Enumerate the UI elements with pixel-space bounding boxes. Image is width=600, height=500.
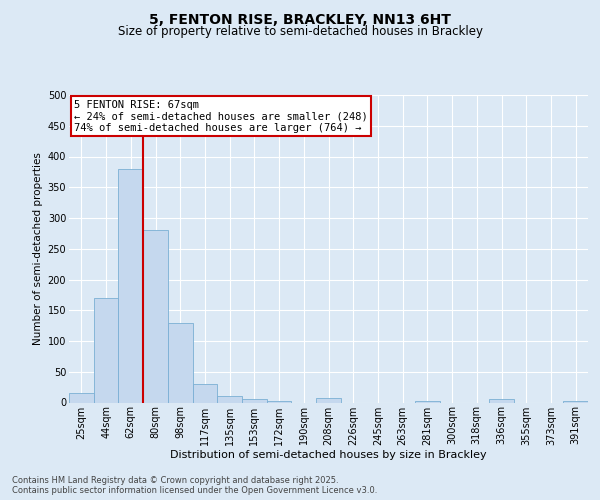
Y-axis label: Number of semi-detached properties: Number of semi-detached properties — [34, 152, 43, 345]
Bar — [217, 396, 242, 402]
Bar — [118, 169, 143, 402]
Text: Contains HM Land Registry data © Crown copyright and database right 2025.
Contai: Contains HM Land Registry data © Crown c… — [12, 476, 377, 495]
Bar — [94, 298, 118, 403]
Bar — [489, 400, 514, 402]
Bar — [193, 384, 217, 402]
Text: 5, FENTON RISE, BRACKLEY, NN13 6HT: 5, FENTON RISE, BRACKLEY, NN13 6HT — [149, 12, 451, 26]
Bar — [69, 394, 94, 402]
Bar — [316, 398, 341, 402]
Bar — [168, 322, 193, 402]
X-axis label: Distribution of semi-detached houses by size in Brackley: Distribution of semi-detached houses by … — [170, 450, 487, 460]
Bar — [242, 399, 267, 402]
Text: 5 FENTON RISE: 67sqm
← 24% of semi-detached houses are smaller (248)
74% of semi: 5 FENTON RISE: 67sqm ← 24% of semi-detac… — [74, 100, 368, 133]
Bar — [143, 230, 168, 402]
Bar — [415, 400, 440, 402]
Text: Size of property relative to semi-detached houses in Brackley: Size of property relative to semi-detach… — [118, 25, 482, 38]
